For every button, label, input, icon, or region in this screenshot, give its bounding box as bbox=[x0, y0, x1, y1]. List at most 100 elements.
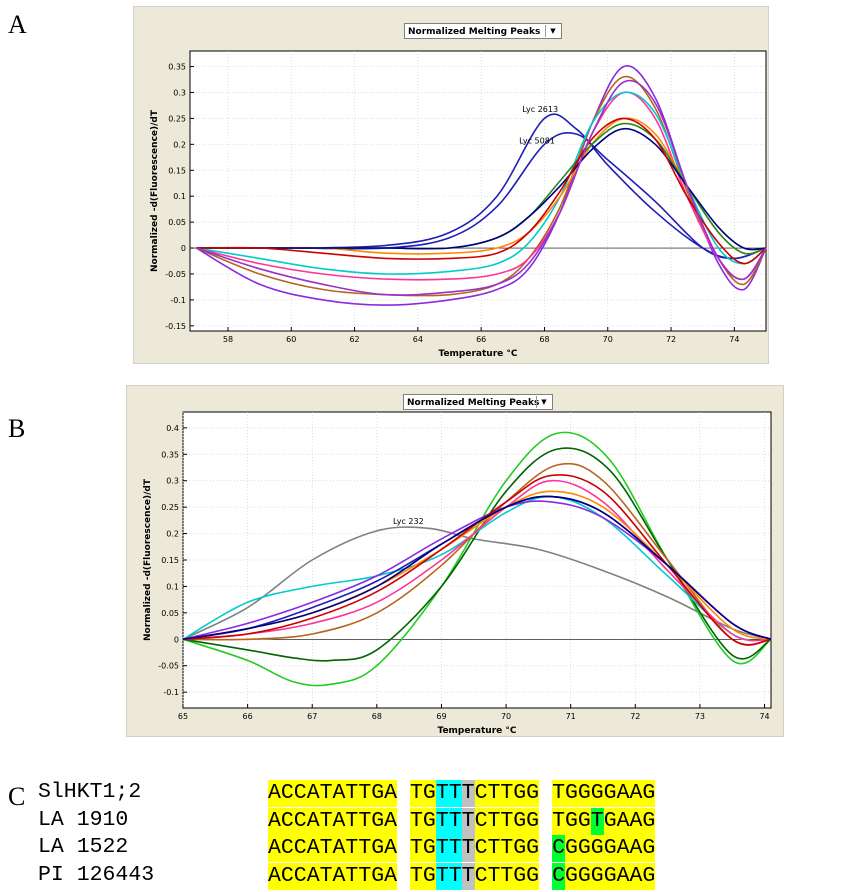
sequence-segment: TG bbox=[410, 862, 436, 890]
y-tick-label: 0.35 bbox=[168, 63, 186, 72]
y-tick-label: 0.3 bbox=[173, 88, 186, 97]
x-tick-label: 66 bbox=[476, 335, 486, 344]
y-tick-label: 0.2 bbox=[173, 140, 186, 149]
y-tick-label: -0.05 bbox=[158, 662, 179, 671]
accession-name: LA 1910 bbox=[38, 807, 129, 832]
snp-highlight: TT bbox=[435, 835, 462, 862]
sequence-segment: TG bbox=[410, 807, 436, 835]
sequence-segment: TGGGGAAG bbox=[552, 780, 656, 807]
y-tick-label: 0.1 bbox=[173, 192, 186, 201]
x-tick-label: 70 bbox=[603, 335, 613, 344]
sequence-segment: GAAG bbox=[603, 807, 656, 835]
y-tick-label: 0.05 bbox=[161, 609, 179, 618]
x-axis-title: Temperature °C bbox=[438, 726, 517, 736]
x-tick-label: 62 bbox=[349, 335, 359, 344]
series-line-11 bbox=[182, 495, 772, 641]
y-tick-label: -0.15 bbox=[165, 322, 186, 331]
chart-svg-b: 65 66 67 68 69 70 71 72 73 74 -0.1 -0.05 0 0.05 0.1 0.1… bbox=[143, 411, 772, 736]
curve-annotation: Lyc 2613 bbox=[522, 105, 558, 114]
panel-label-b: B bbox=[8, 414, 26, 443]
snp-highlight: T bbox=[461, 807, 475, 835]
x-tick-label: 72 bbox=[630, 712, 640, 721]
x-tick-label: 69 bbox=[436, 712, 446, 721]
snp-highlight: T bbox=[461, 780, 475, 807]
series-line-9 bbox=[196, 127, 767, 251]
x-tick-label: 67 bbox=[307, 712, 317, 721]
y-tick-label: 0.15 bbox=[161, 556, 179, 565]
dropdown-label: Normalized Melting Peaks bbox=[407, 398, 540, 408]
accession-name: SlHKT1;2 bbox=[38, 780, 142, 804]
sequence-segment: TGG bbox=[552, 807, 591, 835]
y-tick-label: -0.1 bbox=[170, 296, 186, 305]
x-tick-label: 74 bbox=[729, 335, 739, 344]
sequence-segment: ACCATATTGA bbox=[268, 807, 398, 835]
sequence-segment: GGGGAAG bbox=[564, 862, 656, 890]
y-tick-label: 0.35 bbox=[161, 450, 179, 459]
curve-annotation: Lyc 232 bbox=[393, 517, 424, 526]
x-tick-label: 71 bbox=[566, 712, 576, 721]
x-tick-label: 58 bbox=[223, 335, 233, 344]
sequence-segment: ACCATATTGA bbox=[268, 835, 398, 862]
chart-svg-a: 58 60 62 64 66 68 70 72 74 -0.15 -0.1 -0.05 0 0.05 0.1… bbox=[150, 50, 767, 359]
sequence-segment: ACCATATTGA bbox=[268, 780, 398, 807]
y-tick-label: 0.25 bbox=[161, 503, 179, 512]
sequence-segment: ACCATATTGA bbox=[268, 862, 398, 890]
x-tick-label: 74 bbox=[759, 712, 769, 721]
y-tick-label: 0.3 bbox=[166, 477, 179, 486]
y-axis-title: Normalized -d(Fluorescence)/dT bbox=[150, 109, 160, 272]
chevron-down-icon: ▼ bbox=[545, 25, 560, 37]
sequence-segment: CTTGG bbox=[474, 862, 540, 890]
plot-area bbox=[189, 50, 767, 332]
y-tick-label: 0.4 bbox=[166, 424, 179, 433]
series-line-11 bbox=[196, 79, 767, 296]
x-tick-label: 68 bbox=[372, 712, 382, 721]
snp-highlight: T bbox=[461, 835, 475, 862]
y-tick-label: -0.1 bbox=[163, 688, 179, 697]
y-tick-label: 0.15 bbox=[168, 166, 186, 175]
curve-annotation: Lyc 5081 bbox=[519, 136, 555, 145]
sequence-segment: CTTGG bbox=[474, 780, 540, 807]
sequence: ACCATATTGA TGTTTCTTGG CGGGGAAG bbox=[268, 862, 656, 890]
plot-type-dropdown-b[interactable]: Normalized Melting Peaks ▼ bbox=[403, 394, 553, 410]
y-tick-label: 0.1 bbox=[166, 582, 179, 591]
snp-highlight: TT bbox=[435, 862, 462, 890]
y-tick-label: 0.25 bbox=[168, 114, 186, 123]
snp-highlight: TT bbox=[435, 780, 462, 807]
chevron-down-icon: ▼ bbox=[536, 396, 551, 408]
snp-highlight: TT bbox=[435, 807, 462, 835]
x-tick-label: 60 bbox=[286, 335, 296, 344]
x-tick-label: 68 bbox=[539, 335, 549, 344]
plot-type-dropdown-a[interactable]: Normalized Melting Peaks ▼ bbox=[404, 23, 562, 39]
sequence-segment: TG bbox=[410, 780, 436, 807]
y-tick-label: 0 bbox=[181, 244, 186, 253]
panel-label-a: A bbox=[8, 10, 27, 39]
sequence-segment: CTTGG bbox=[474, 807, 540, 835]
x-tick-label: 66 bbox=[243, 712, 253, 721]
melting-peaks-plot-a: Normalized Melting Peaks ▼ 58 60 62 64 66 68 7… bbox=[133, 6, 769, 364]
y-tick-label: 0 bbox=[174, 635, 179, 644]
x-tick-label: 73 bbox=[695, 712, 705, 721]
x-tick-label: 64 bbox=[413, 335, 423, 344]
dropdown-label: Normalized Melting Peaks bbox=[408, 27, 541, 37]
series-line-10 bbox=[196, 117, 767, 265]
x-axis-title: Temperature °C bbox=[439, 349, 518, 359]
series-line-10 bbox=[182, 474, 772, 646]
y-tick-label: 0.2 bbox=[166, 530, 179, 539]
x-tick-label: 65 bbox=[178, 712, 188, 721]
snp-highlight: T bbox=[461, 862, 475, 890]
accession-name: LA 1522 bbox=[38, 835, 129, 859]
accession-name: PI 126443 bbox=[38, 862, 155, 887]
sequence: ACCATATTGA TGTTTCTTGG CGGGGAAG bbox=[268, 835, 656, 862]
y-tick-label: -0.05 bbox=[165, 270, 186, 279]
snp-highlight: T bbox=[590, 807, 604, 835]
snp-highlight: C bbox=[552, 862, 565, 890]
sequence: ACCATATTGA TGTTTCTTGG TGGTGAAG bbox=[268, 807, 656, 835]
sequence-segment: GGGGAAG bbox=[564, 835, 656, 862]
sequence-segment: CTTGG bbox=[474, 835, 540, 862]
panel-label-c: C bbox=[8, 782, 26, 811]
series-line-4 bbox=[182, 495, 772, 642]
snp-highlight: C bbox=[552, 835, 565, 862]
y-axis-title: Normalized -d(Fluorescence)/dT bbox=[143, 478, 153, 641]
melting-peaks-plot-b: Normalized Melting Peaks ▼ 65 66 67 68 69 70 7… bbox=[126, 385, 784, 737]
y-tick-label: 0.05 bbox=[168, 218, 186, 227]
